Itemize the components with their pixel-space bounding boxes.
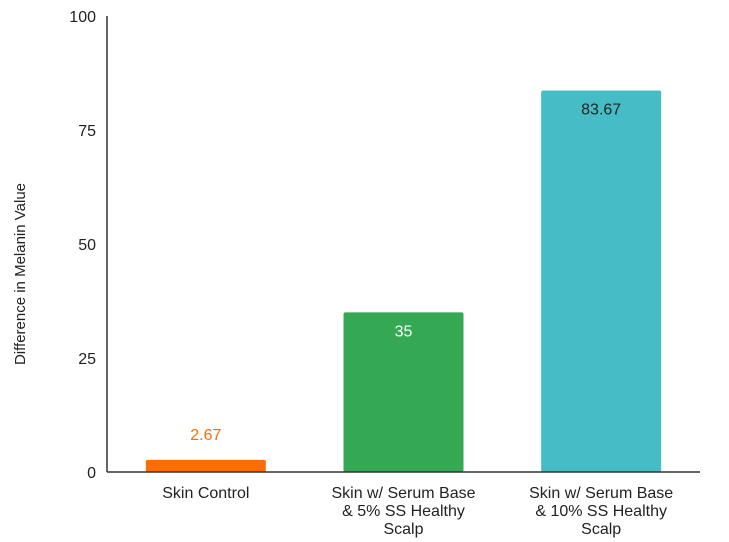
data-label: 2.67: [190, 427, 221, 444]
bar: [145, 459, 266, 472]
data-labels: 2.67 35 83.67: [190, 101, 621, 443]
data-label: 83.67: [581, 101, 621, 118]
bars: [145, 90, 662, 473]
category-label: Skin w/ Serum Base & 5% SS Healthy Scalp: [331, 485, 475, 538]
data-label: 35: [395, 323, 413, 340]
x-axis-category-labels: Skin Control Skin w/ Serum Base & 5% SS He…: [162, 485, 673, 538]
y-axis-ticks: 0 25 50 75 100: [69, 9, 96, 482]
bar: [343, 312, 464, 472]
y-tick-label: 0: [87, 465, 96, 482]
y-tick-label: 50: [78, 237, 96, 254]
y-axis-title: Difference in Melanin Value: [12, 183, 29, 365]
bar: [541, 90, 662, 473]
category-label: Skin w/ Serum Base & 10% SS Healthy Scalp: [529, 485, 673, 538]
category-label: Skin Control: [162, 485, 249, 502]
y-tick-label: 25: [78, 351, 96, 368]
y-tick-label: 100: [69, 9, 96, 26]
y-tick-label: 75: [78, 123, 96, 140]
